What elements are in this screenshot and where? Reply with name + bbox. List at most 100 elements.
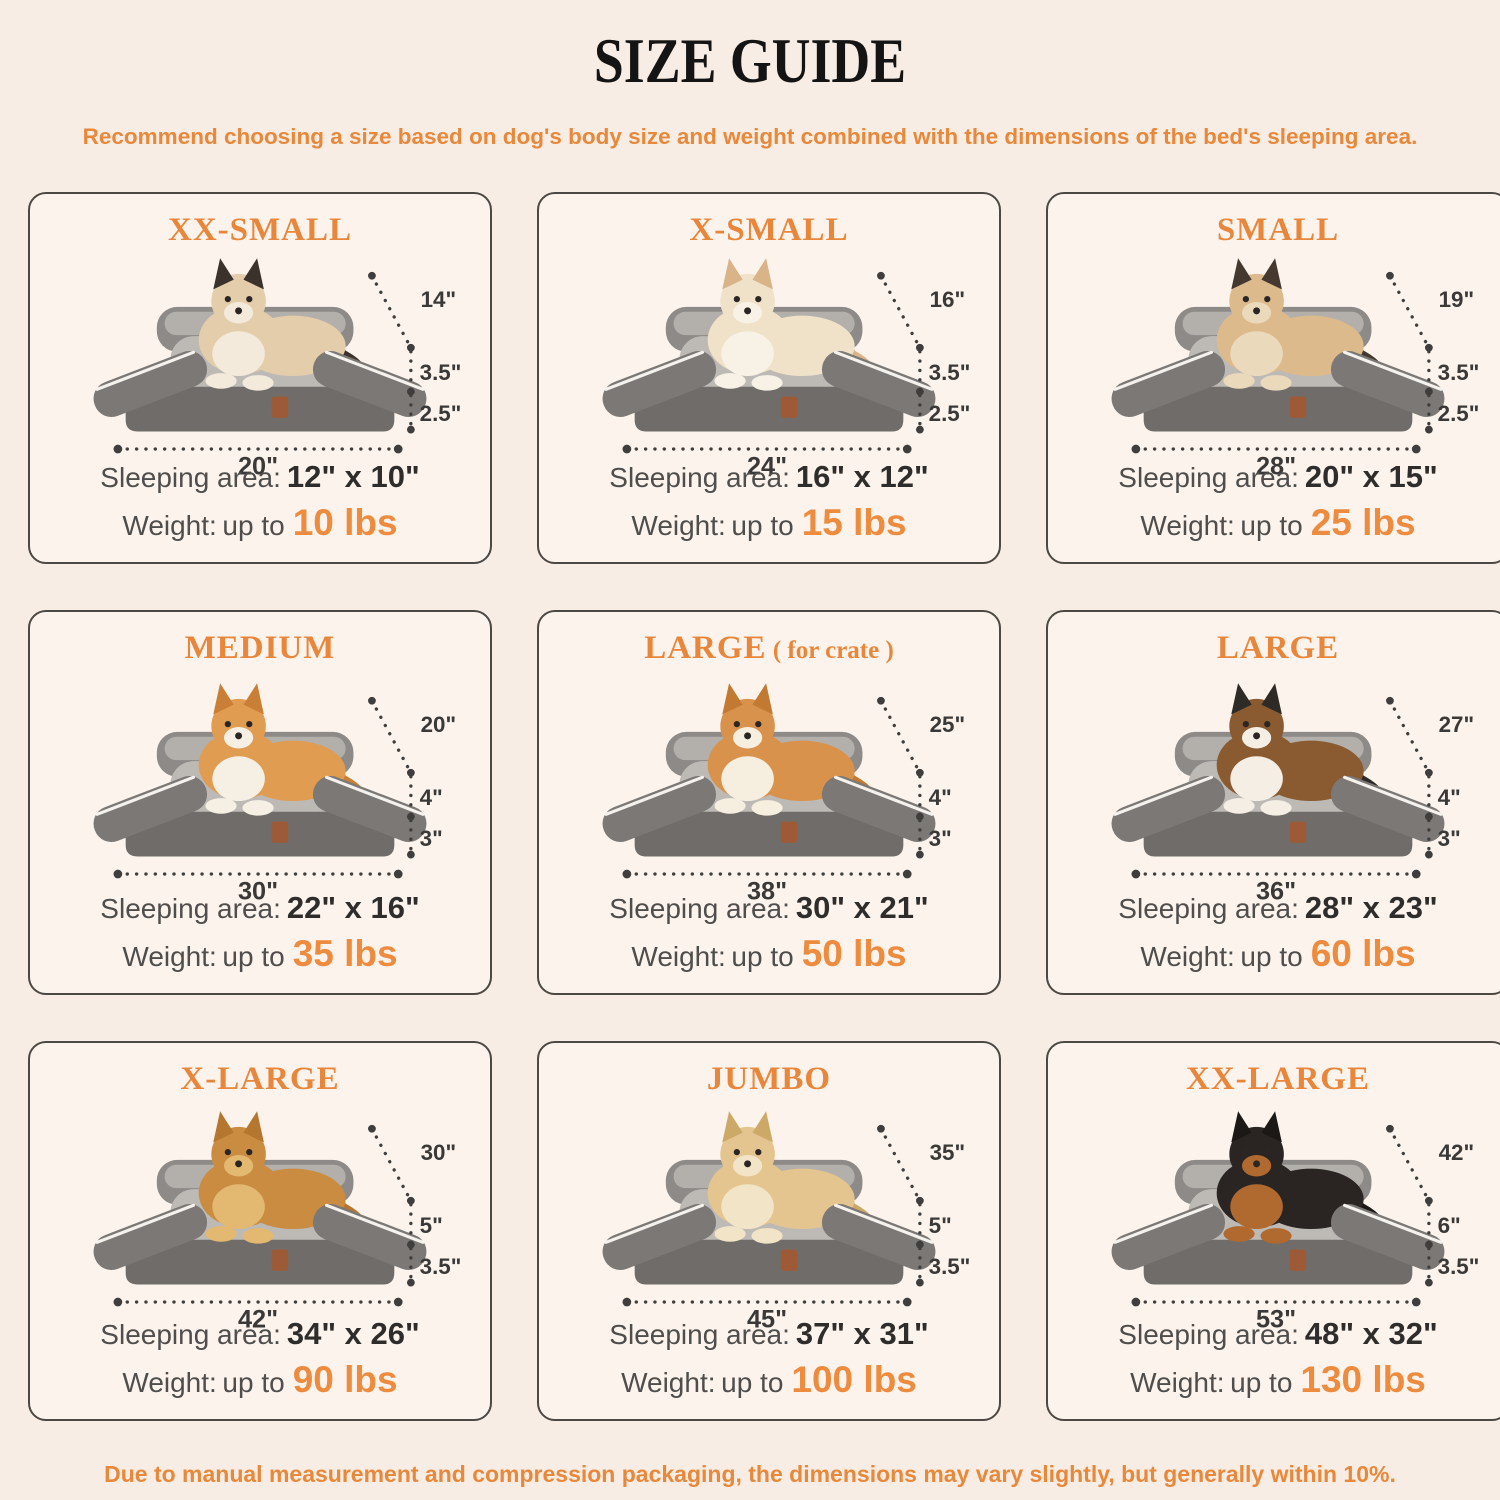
size-card: MEDIUM bbox=[28, 610, 492, 995]
weight-line: Weight: up to 35 lbs bbox=[40, 933, 480, 975]
up-to-label: up to bbox=[222, 941, 285, 972]
dog-bed-diagram: 25" 4" 3" 38" bbox=[602, 683, 966, 901]
dim-upper-label: 4" bbox=[420, 785, 443, 810]
dog-bed-diagram: 14" 3.5" 2.5" 20" bbox=[93, 258, 461, 477]
dimension-endpoints bbox=[1131, 272, 1433, 454]
dimension-endpoints bbox=[113, 1125, 415, 1307]
bed-arm-bolsters bbox=[602, 351, 936, 418]
weight-line: Weight: up to 25 lbs bbox=[1058, 502, 1498, 544]
size-card: LARGE ( for crate ) bbox=[537, 610, 1001, 995]
up-to-label: up to bbox=[222, 510, 285, 541]
sleeping-area-label: Sleeping area: bbox=[100, 1319, 281, 1350]
bed-illustration: 25" 4" 3" 38" bbox=[549, 667, 989, 901]
weight-value: 50 lbs bbox=[801, 933, 907, 974]
dog-bed-diagram: 30" 5" 3.5" 42" bbox=[93, 1111, 461, 1330]
bed-brand-tag bbox=[1289, 1249, 1307, 1272]
dim-width-label: 20" bbox=[238, 453, 278, 477]
weight-label: Weight: bbox=[122, 1367, 217, 1398]
dimension-endpoints bbox=[622, 1125, 924, 1307]
dim-lower-label: 3" bbox=[1438, 826, 1461, 851]
size-card: XX-SMALL bbox=[28, 192, 492, 564]
size-name: SMALL bbox=[1216, 212, 1340, 248]
sleeping-area-value: 22" x 16" bbox=[286, 890, 420, 925]
bed-illustration: 27" 4" 3" 36" bbox=[1058, 667, 1498, 901]
sleeping-area-value: 16" x 12" bbox=[795, 459, 929, 494]
up-to-label: up to bbox=[1230, 1367, 1293, 1398]
dim-width-label: 24" bbox=[747, 453, 787, 477]
weight-value: 130 lbs bbox=[1300, 1359, 1426, 1400]
size-card-title: SMALL bbox=[1058, 212, 1498, 249]
dimension-annotations bbox=[116, 274, 413, 452]
sleeping-area-line: Sleeping area: 34" x 26" bbox=[40, 1316, 480, 1352]
dim-lower-label: 3" bbox=[420, 826, 443, 851]
weight-label: Weight: bbox=[631, 941, 726, 972]
dog-bed-diagram: 20" 4" 3" 30" bbox=[93, 683, 456, 901]
sleeping-area-label: Sleeping area: bbox=[609, 1319, 790, 1350]
sleeping-area-value: 48" x 32" bbox=[1304, 1316, 1438, 1351]
dog-bed-diagram: 27" 4" 3" 36" bbox=[1111, 683, 1475, 901]
weight-label: Weight: bbox=[122, 510, 217, 541]
up-to-label: up to bbox=[1240, 941, 1303, 972]
bed-brand-tag bbox=[780, 821, 798, 843]
dimension-endpoints bbox=[113, 696, 415, 879]
dim-lower-label: 3.5" bbox=[929, 1254, 971, 1279]
weight-value: 35 lbs bbox=[292, 933, 398, 974]
dimension-endpoints bbox=[113, 272, 415, 454]
dim-diagonal-label: 14" bbox=[421, 287, 457, 312]
dim-lower-label: 2.5" bbox=[929, 401, 971, 426]
dim-diagonal-label: 25" bbox=[930, 712, 966, 737]
weight-label: Weight: bbox=[1140, 941, 1235, 972]
weight-line: Weight: up to 100 lbs bbox=[549, 1359, 989, 1401]
labrador-icon bbox=[707, 1111, 873, 1244]
sleeping-area-line: Sleeping area: 22" x 16" bbox=[40, 890, 480, 926]
size-card-title: XX-LARGE bbox=[1058, 1061, 1498, 1098]
weight-value: 15 lbs bbox=[801, 502, 907, 543]
dim-width-label: 38" bbox=[747, 877, 787, 901]
weight-line: Weight: up to 10 lbs bbox=[40, 502, 480, 544]
size-name-suffix: ( for crate ) bbox=[766, 637, 894, 664]
dimension-endpoints bbox=[622, 272, 924, 454]
weight-label: Weight: bbox=[621, 1367, 716, 1398]
sleeping-area-value: 20" x 15" bbox=[1304, 459, 1438, 494]
weight-label: Weight: bbox=[122, 941, 217, 972]
bed-illustration: 16" 3.5" 2.5" 24" bbox=[549, 249, 989, 477]
sleeping-area-value: 37" x 31" bbox=[795, 1316, 929, 1351]
dog-bed-diagram: 19" 3.5" 2.5" 28" bbox=[1111, 258, 1480, 477]
dim-upper-label: 3.5" bbox=[929, 360, 971, 385]
size-card-title: JUMBO bbox=[549, 1061, 989, 1098]
sleeping-area-line: Sleeping area: 37" x 31" bbox=[549, 1316, 989, 1352]
size-card-title: X-LARGE bbox=[40, 1061, 480, 1098]
dim-lower-label: 3" bbox=[929, 826, 952, 851]
sleeping-area-line: Sleeping area: 30" x 21" bbox=[549, 890, 989, 926]
dim-diagonal-label: 30" bbox=[421, 1140, 457, 1165]
bed-illustration: 30" 5" 3.5" 42" bbox=[40, 1098, 480, 1330]
bed-arm-bolsters bbox=[93, 1204, 427, 1271]
dim-lower-label: 2.5" bbox=[1438, 401, 1480, 426]
sleeping-area-label: Sleeping area: bbox=[1118, 462, 1299, 493]
bed-arm-bolsters bbox=[602, 775, 936, 842]
bed-illustration: 35" 5" 3.5" 45" bbox=[549, 1098, 989, 1330]
bed-brand-tag bbox=[271, 1249, 289, 1272]
size-card-title: LARGE bbox=[1058, 630, 1498, 667]
sleeping-area-value: 34" x 26" bbox=[286, 1316, 420, 1351]
dim-upper-label: 5" bbox=[420, 1213, 443, 1238]
up-to-label: up to bbox=[731, 510, 794, 541]
bed-brand-tag bbox=[780, 396, 798, 419]
dim-width-label: 28" bbox=[1256, 453, 1296, 477]
size-card-title: X-SMALL bbox=[549, 212, 989, 249]
size-card: SMALL bbox=[1046, 192, 1500, 564]
size-card: X-SMALL bbox=[537, 192, 1001, 564]
dim-lower-label: 3.5" bbox=[1438, 1254, 1480, 1279]
dim-diagonal-label: 27" bbox=[1439, 712, 1475, 737]
dog-bed-diagram: 35" 5" 3.5" 45" bbox=[602, 1111, 971, 1330]
dim-width-label: 36" bbox=[1256, 877, 1296, 901]
bed-illustration: 42" 6" 3.5" 53" bbox=[1058, 1098, 1498, 1330]
dimension-endpoints bbox=[622, 696, 924, 879]
dim-upper-label: 3.5" bbox=[1438, 360, 1480, 385]
size-grid: XX-SMALL bbox=[28, 192, 1500, 1421]
bed-arm-bolsters bbox=[1111, 351, 1445, 418]
shiba-inu-icon bbox=[707, 683, 873, 816]
dim-width-label: 45" bbox=[747, 1306, 787, 1330]
dimension-annotations bbox=[1134, 1127, 1431, 1305]
